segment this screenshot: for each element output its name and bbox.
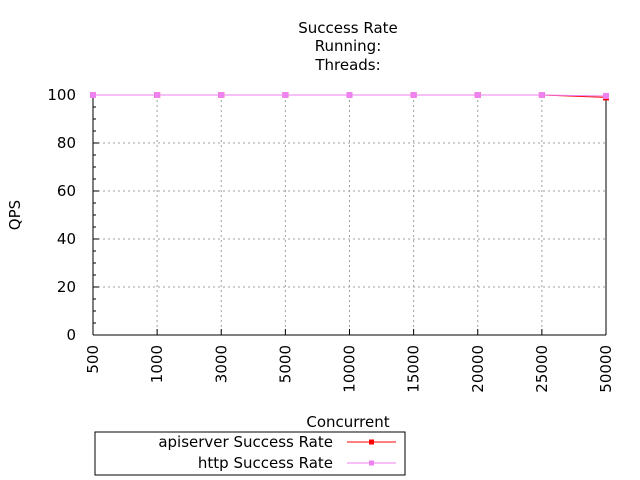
x-tick-label: 3000 bbox=[212, 345, 230, 383]
x-tick-label: 1000 bbox=[148, 345, 166, 383]
x-axis-label: Concurrent bbox=[306, 413, 389, 431]
x-tick-label: 10000 bbox=[341, 345, 359, 393]
legend-marker bbox=[369, 460, 374, 466]
chart-subtitle-threads: Threads: bbox=[314, 56, 380, 74]
data-point bbox=[603, 92, 609, 99]
data-point bbox=[410, 92, 417, 98]
data-point bbox=[154, 92, 161, 98]
data-point bbox=[474, 92, 481, 98]
x-tick-label: 20000 bbox=[469, 345, 487, 393]
legend-label: http Success Rate bbox=[198, 454, 333, 472]
legend-marker bbox=[369, 439, 374, 445]
x-tick-label: 500 bbox=[84, 345, 102, 374]
y-tick-label: 20 bbox=[57, 278, 76, 296]
y-tick-label: 40 bbox=[57, 230, 76, 248]
legend-label: apiserver Success Rate bbox=[158, 433, 333, 451]
data-point bbox=[282, 92, 289, 98]
data-point bbox=[218, 92, 225, 98]
chart-subtitle-running: Running: bbox=[315, 37, 382, 55]
y-axis-label: QPS bbox=[6, 200, 24, 230]
x-tick-label: 15000 bbox=[405, 345, 423, 393]
y-tick-label: 60 bbox=[57, 182, 76, 200]
legend-box bbox=[94, 431, 406, 476]
y-tick-label: 0 bbox=[66, 326, 76, 344]
x-tick-label: 25000 bbox=[533, 345, 551, 393]
y-tick-label: 80 bbox=[57, 134, 76, 152]
x-tick-label: 5000 bbox=[276, 345, 294, 383]
data-point bbox=[538, 92, 545, 98]
y-tick-label: 100 bbox=[47, 86, 76, 104]
data-point bbox=[346, 92, 353, 98]
x-tick-label: 50000 bbox=[597, 345, 615, 393]
chart-title: Success Rate bbox=[298, 19, 398, 37]
data-point bbox=[90, 92, 96, 98]
